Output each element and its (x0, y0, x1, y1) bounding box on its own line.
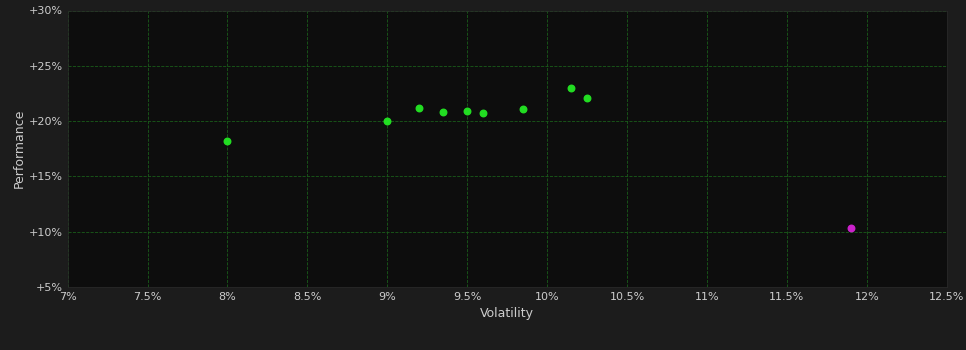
Point (460, 108, 475, 114)
Point (380, 118, 395, 124)
X-axis label: Volatility: Volatility (480, 307, 534, 320)
Point (516, 106, 531, 112)
Point (580, 95, 595, 101)
Point (219, 138, 235, 144)
Point (475, 111, 491, 116)
Y-axis label: Performance: Performance (13, 109, 26, 188)
Point (843, 226, 859, 231)
Point (436, 110, 451, 115)
Point (412, 105, 427, 111)
Point (563, 85, 579, 91)
